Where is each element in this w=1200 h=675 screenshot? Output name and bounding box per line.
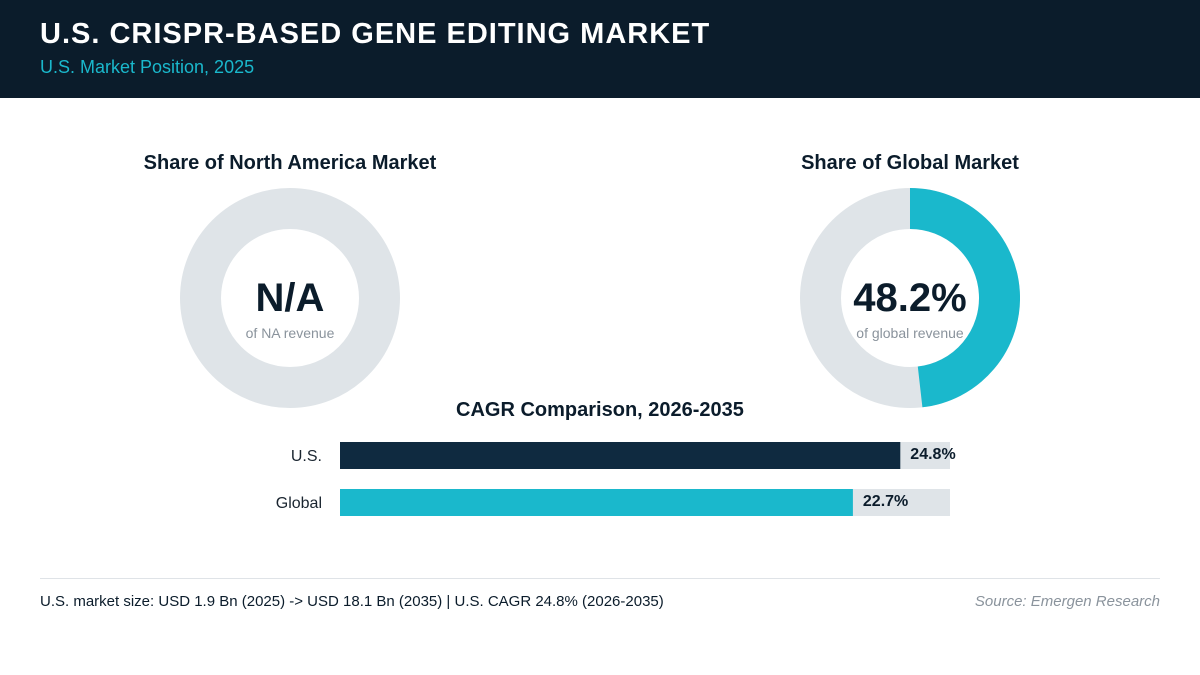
cagr-value-label-global: 22.7% <box>863 493 908 510</box>
page-subtitle: U.S. Market Position, 2025 <box>40 57 255 77</box>
na-share-donut: N/A of NA revenue <box>180 188 400 408</box>
cagr-bar-us <box>340 442 901 469</box>
footer-divider <box>40 578 1160 579</box>
global-share-donut-svg <box>800 188 1020 408</box>
na-share-title: Share of North America Market <box>143 152 437 174</box>
global-donut-share-arc <box>909 188 1020 408</box>
na-share-donut-svg <box>180 188 400 408</box>
cagr-value-label-us: 24.8% <box>910 446 955 463</box>
cagr-chart-title: CAGR Comparison, 2026-2035 <box>456 399 744 421</box>
header-banner: U.S. CRISPR-BASED GENE EDITING MARKET U.… <box>0 0 1200 98</box>
global-share-title: Share of Global Market <box>801 152 1019 174</box>
footer-market-note: U.S. market size: USD 1.9 Bn (2025) -> U… <box>40 593 664 610</box>
global-share-donut: 48.2% of global revenue <box>800 188 1020 408</box>
na-donut-track <box>180 188 400 408</box>
cagr-category-label-global: Global <box>276 495 322 512</box>
na-share-caption: of NA revenue <box>245 325 335 341</box>
global-share-value: 48.2% <box>853 276 967 320</box>
cagr-bar-global <box>340 489 853 516</box>
cagr-category-label-us: U.S. <box>291 448 322 465</box>
footer-source: Source: Emergen Research <box>974 593 1160 610</box>
page-title: U.S. CRISPR-BASED GENE EDITING MARKET <box>40 18 711 50</box>
global-share-caption: of global revenue <box>856 325 964 341</box>
na-share-value: N/A <box>255 276 325 320</box>
